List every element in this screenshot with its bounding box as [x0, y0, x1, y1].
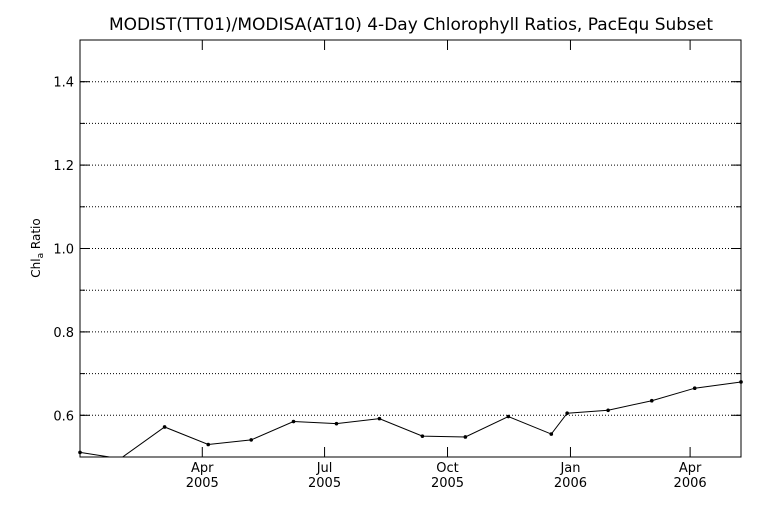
- y-tick-label: 1.0: [53, 243, 74, 258]
- x-tick-year: 2006: [554, 476, 587, 491]
- y-axis-label: Chla Ratio: [29, 218, 46, 277]
- data-point: [291, 419, 296, 424]
- y-tick-label: 0.6: [53, 409, 74, 424]
- y-tick-label: 1.4: [53, 76, 74, 91]
- data-point: [739, 380, 743, 384]
- x-tick-month: Oct: [436, 461, 458, 476]
- y-tick-label: 1.2: [53, 159, 74, 174]
- x-tick-year: 2006: [674, 476, 707, 491]
- data-point: [649, 398, 654, 403]
- x-tick-month: Apr: [679, 461, 702, 476]
- grid-lines: [80, 81, 741, 416]
- data-point: [162, 425, 167, 429]
- data-point: [692, 386, 697, 390]
- data-point: [606, 408, 610, 413]
- data-point: [463, 435, 468, 439]
- x-tick-year: 2005: [308, 476, 341, 491]
- data-point: [206, 442, 211, 447]
- data-point: [78, 450, 82, 455]
- chart-title: MODIST(TT01)/MODISA(AT10) 4-Day Chloroph…: [109, 15, 713, 35]
- data-point: [334, 421, 339, 426]
- x-tick-month: Jul: [316, 461, 333, 476]
- data-point: [377, 416, 382, 421]
- data-point: [420, 434, 425, 438]
- data-point: [249, 438, 253, 442]
- series-line: [80, 381, 741, 457]
- plot-area: 0.60.81.01.21.4 Apr2005Jul2005Oct2005Jan…: [53, 39, 743, 491]
- y-tick-label: 0.8: [53, 326, 74, 341]
- x-tick-month: Jan: [559, 461, 580, 476]
- x-tick-year: 2005: [431, 476, 464, 491]
- data-point: [565, 411, 569, 416]
- data-series: [78, 380, 743, 457]
- data-point: [506, 414, 511, 419]
- y-axis: 0.6 0.8 1.0 1.2 1.4: [53, 76, 741, 424]
- data-point: [549, 432, 554, 436]
- x-tick-year: 2005: [186, 476, 219, 491]
- x-tick-month: Apr: [191, 461, 214, 476]
